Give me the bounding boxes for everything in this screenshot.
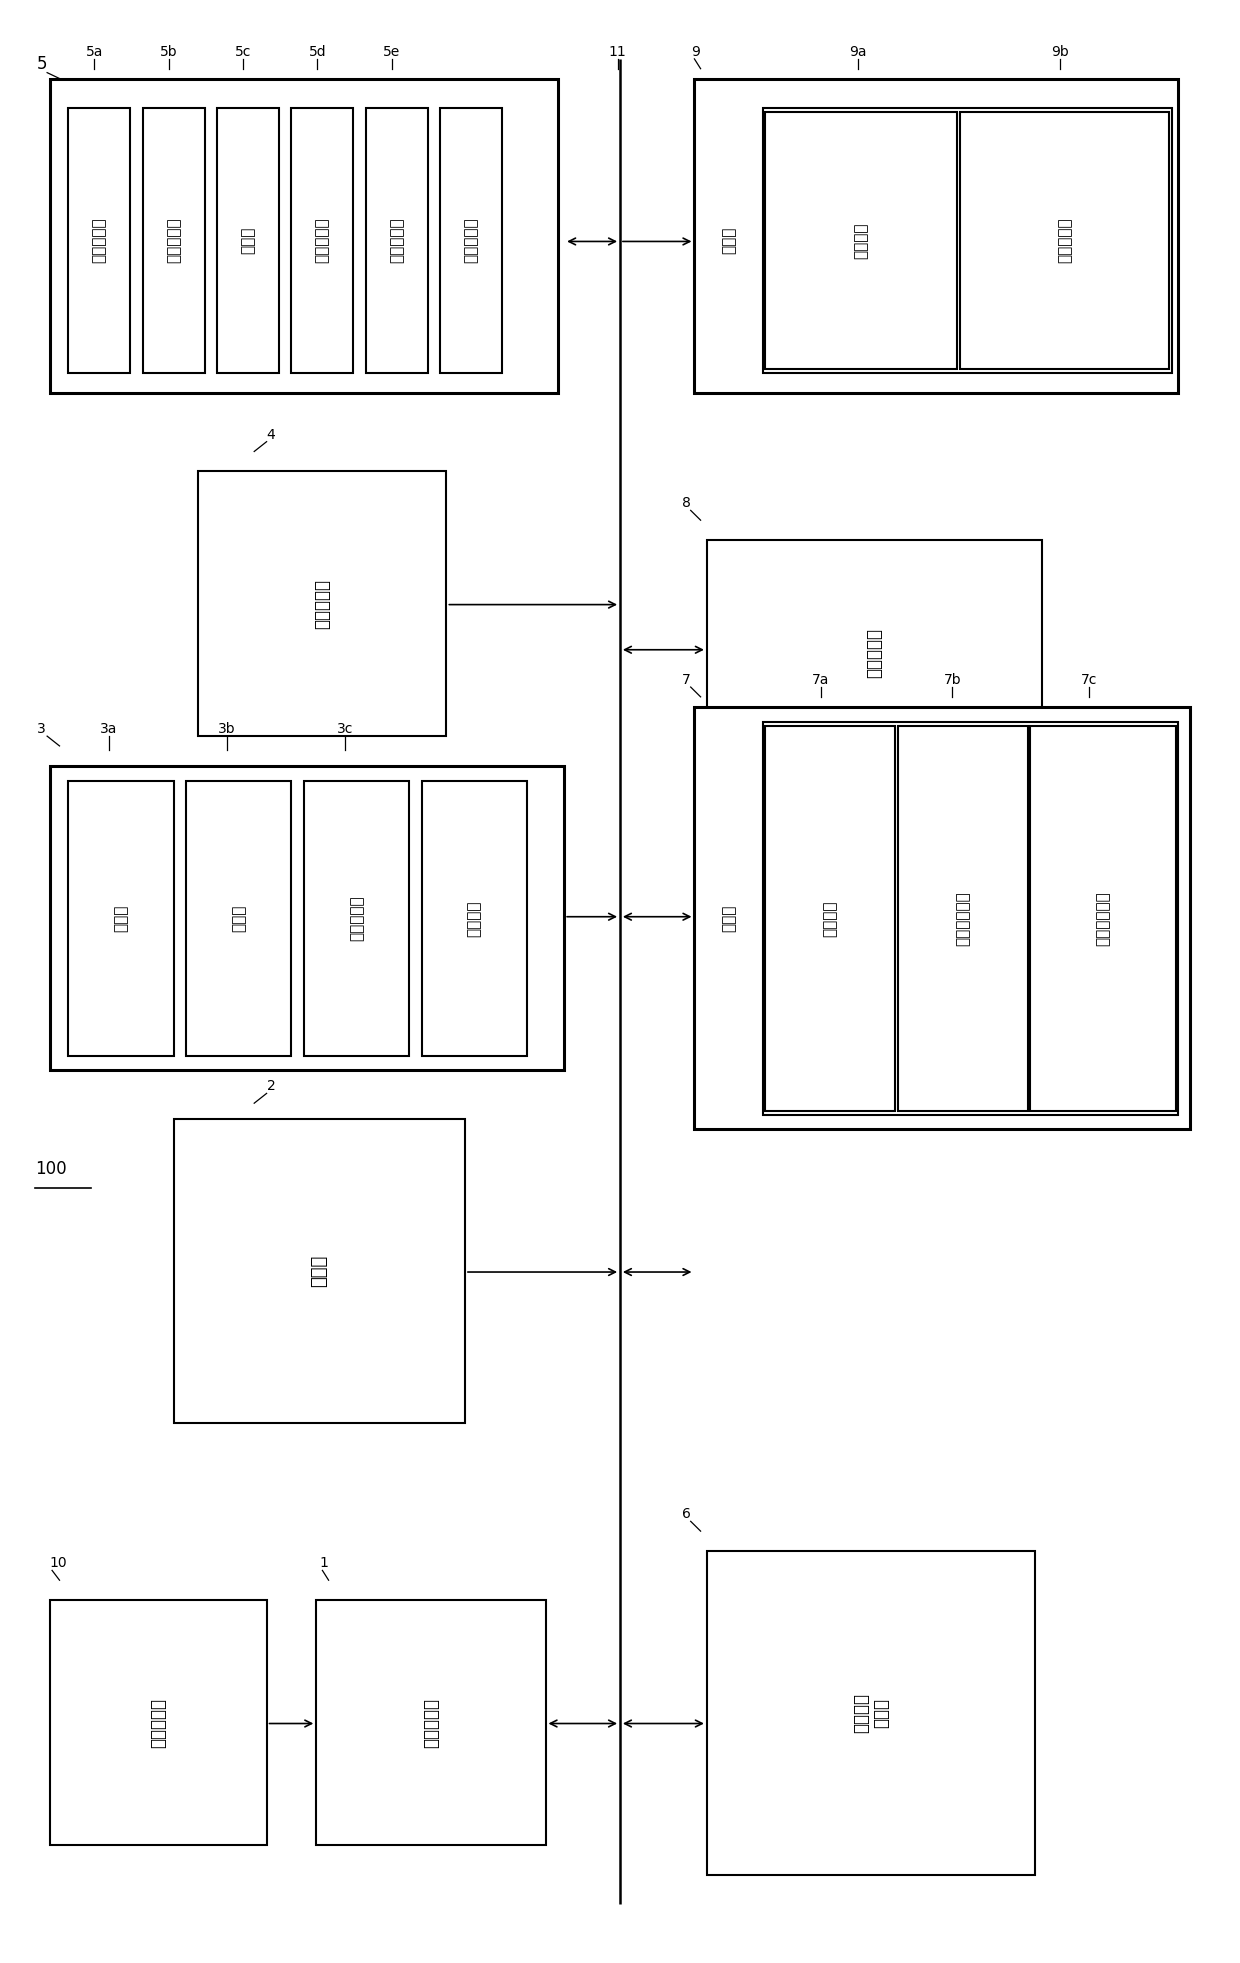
Text: 3c: 3c (336, 722, 353, 736)
Bar (960, 112, 1169, 369)
Text: 9b: 9b (1052, 45, 1069, 59)
Text: 中央控制部: 中央控制部 (422, 1698, 440, 1747)
Bar (304, 781, 409, 1056)
Bar (763, 722, 1178, 1115)
Bar (898, 726, 1028, 1111)
Text: 5b: 5b (160, 45, 177, 59)
Text: 图像数据
生成部: 图像数据 生成部 (852, 1692, 890, 1733)
Text: 拍摄控制部: 拍摄控制部 (92, 218, 107, 263)
Text: 坐标变更信息: 坐标变更信息 (955, 891, 971, 946)
Text: 拍摄部: 拍摄部 (113, 905, 129, 932)
Bar (707, 1551, 1035, 1875)
Text: 9a: 9a (849, 45, 867, 59)
Text: 图像记录部: 图像记录部 (866, 628, 883, 677)
Text: 5a: 5a (86, 45, 103, 59)
Bar (701, 722, 756, 1115)
Bar (701, 108, 756, 373)
Bar (765, 112, 957, 369)
Bar (50, 1600, 267, 1845)
Bar (707, 540, 1042, 766)
Text: 设定信息: 设定信息 (822, 901, 838, 936)
Bar (765, 726, 895, 1111)
Text: 6: 6 (682, 1508, 691, 1521)
Bar (316, 1600, 546, 1845)
Bar (217, 108, 279, 373)
Text: 坐标校正信息: 坐标校正信息 (1095, 891, 1111, 946)
Bar (1030, 726, 1176, 1111)
Text: 11: 11 (609, 45, 626, 59)
Text: 拍摄处理部: 拍摄处理部 (464, 218, 479, 263)
Text: 5e: 5e (383, 45, 401, 59)
Bar (422, 781, 527, 1056)
Text: 显示部: 显示部 (720, 228, 737, 253)
Text: 7c: 7c (1080, 673, 1097, 687)
Bar (68, 108, 130, 373)
Bar (198, 471, 446, 736)
Bar (68, 781, 174, 1056)
Text: 5d: 5d (309, 45, 326, 59)
Text: 位置校正部: 位置校正部 (389, 218, 404, 263)
Bar (174, 1119, 465, 1423)
Bar (50, 79, 558, 393)
Text: 8: 8 (682, 497, 691, 510)
Text: 辅助光源: 辅助光源 (466, 901, 482, 936)
Bar (143, 108, 205, 373)
Bar (440, 108, 502, 373)
Text: 显示面板: 显示面板 (853, 222, 869, 259)
Bar (291, 108, 353, 373)
Bar (50, 766, 564, 1070)
Text: 3: 3 (37, 722, 46, 736)
Text: 7b: 7b (944, 673, 961, 687)
Bar (694, 79, 1178, 393)
Text: 100: 100 (35, 1160, 67, 1178)
Bar (186, 781, 291, 1056)
Bar (763, 108, 1172, 373)
Text: 检测部: 检测部 (241, 228, 255, 253)
Text: 操作输入部: 操作输入部 (149, 1698, 167, 1747)
Text: 7: 7 (682, 673, 691, 687)
Bar (694, 707, 1190, 1129)
Text: 存储器: 存储器 (310, 1254, 329, 1288)
Text: 电子拍摄部: 电子拍摄部 (348, 895, 365, 942)
Text: 7a: 7a (812, 673, 830, 687)
Text: 1: 1 (320, 1557, 329, 1570)
Text: 姿势检测部: 姿势检测部 (314, 579, 331, 628)
Text: 3b: 3b (218, 722, 236, 736)
Text: 位置变更部: 位置变更部 (315, 218, 330, 263)
Text: 存储部: 存储部 (720, 905, 737, 932)
Text: 10: 10 (50, 1557, 67, 1570)
Text: 9: 9 (691, 45, 699, 59)
Text: 状态判断部: 状态判断部 (166, 218, 181, 263)
Text: 透镜部: 透镜部 (231, 905, 247, 932)
Text: 显示控制部: 显示控制部 (1056, 218, 1073, 263)
Bar (366, 108, 428, 373)
Text: 3a: 3a (100, 722, 118, 736)
Text: 4: 4 (267, 428, 275, 442)
Text: 2: 2 (267, 1080, 275, 1093)
Text: 5c: 5c (234, 45, 252, 59)
Text: 5: 5 (37, 55, 47, 73)
